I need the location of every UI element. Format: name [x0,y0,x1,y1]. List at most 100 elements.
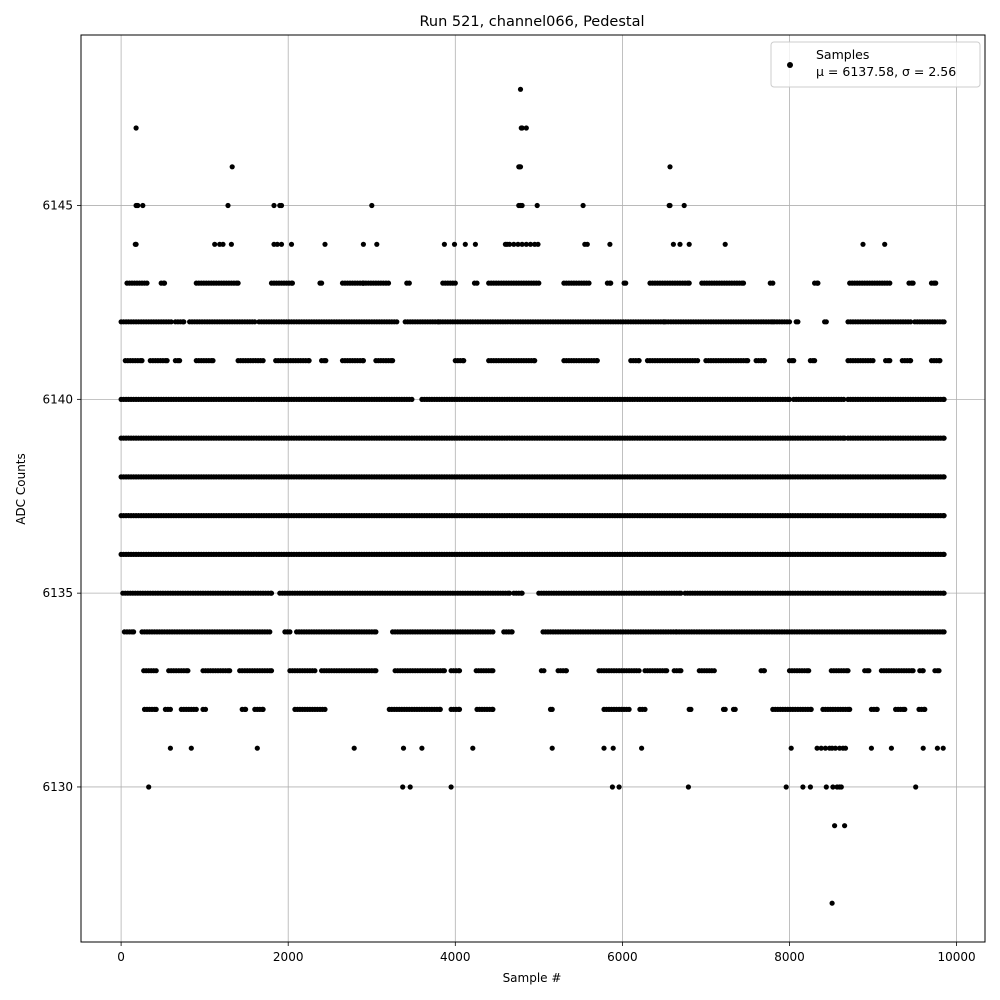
data-point [868,745,875,751]
x-tick-label: 6000 [607,950,638,964]
data-point [800,784,806,790]
data-point [745,358,751,364]
data-point [144,280,150,286]
data-point [260,358,266,364]
data-point [808,706,814,713]
data-point [271,202,277,209]
data-point [167,706,173,713]
data-point [681,202,687,209]
data-point [373,629,379,635]
data-point [722,706,728,713]
data-point [910,668,916,674]
data-point [168,319,174,325]
data-point [908,358,914,364]
data-point [243,706,249,713]
data-point [608,280,614,286]
data-point [288,241,295,247]
data-point [902,706,908,713]
x-tick-label: 0 [117,950,125,964]
data-point [841,396,847,402]
data-point [823,319,829,325]
data-point [490,706,496,713]
data-point [188,745,194,751]
data-point [667,164,673,170]
data-point [519,202,525,209]
data-point [791,358,797,364]
data-point [685,784,692,790]
data-point [462,241,468,247]
data-point [870,358,876,364]
data-point [695,358,701,364]
data-point [664,668,670,674]
data-point [913,784,919,790]
data-point [517,86,524,92]
data-point [306,358,312,364]
x-tick-label: 2000 [273,950,304,964]
data-point [594,358,600,364]
data-point [636,668,642,674]
x-tick-label: 10000 [937,950,975,964]
data-point [616,784,622,790]
data-point [441,241,447,247]
data-point [351,745,357,751]
x-axis-label: Sample # [503,971,562,985]
data-point [940,745,946,751]
data-point [523,241,529,247]
data-point [254,745,260,751]
data-point [601,745,607,751]
data-point [511,241,517,247]
data-point [212,241,218,247]
data-point [783,784,789,790]
y-tick-label: 6130 [42,780,73,794]
data-point [832,745,839,751]
data-point [390,358,396,364]
data-point [225,202,231,209]
data-point [795,319,801,325]
data-point [167,745,173,751]
data-point [832,823,838,829]
data-point [823,784,829,790]
data-point [786,319,793,325]
data-point [448,784,454,790]
data-point [131,629,137,635]
data-point [941,396,947,402]
data-point [289,280,295,286]
data-point [584,241,590,247]
data-point [610,745,616,751]
data-point [161,280,168,286]
data-point [153,668,159,674]
legend: Samples μ = 6137.58, σ = 2.56 [770,41,981,88]
data-point [670,241,677,247]
y-tick-label: 6140 [42,392,73,406]
data-point [228,241,234,247]
data-point [278,202,285,209]
data-point [274,241,280,247]
data-point [882,241,888,247]
data-point [866,668,872,674]
data-point [936,668,942,674]
data-point [534,202,540,209]
legend-series-name: Samples [816,47,869,62]
data-point [847,706,853,713]
data-point [135,202,141,209]
data-point [667,202,673,209]
data-point [920,745,926,751]
data-point [437,706,443,713]
data-point [374,241,380,247]
data-point [406,280,412,286]
data-point [686,280,692,286]
data-point [888,745,895,751]
data-point [910,280,916,286]
data-point [319,280,325,286]
data-point [626,706,632,713]
data-point [235,280,241,286]
data-point [133,241,139,247]
data-point [786,396,793,402]
data-point [490,629,496,635]
legend-series-stats: μ = 6137.58, σ = 2.56 [816,64,956,79]
data-point [268,590,275,596]
data-point [941,319,947,325]
data-point [133,125,139,131]
data-point [185,668,191,674]
